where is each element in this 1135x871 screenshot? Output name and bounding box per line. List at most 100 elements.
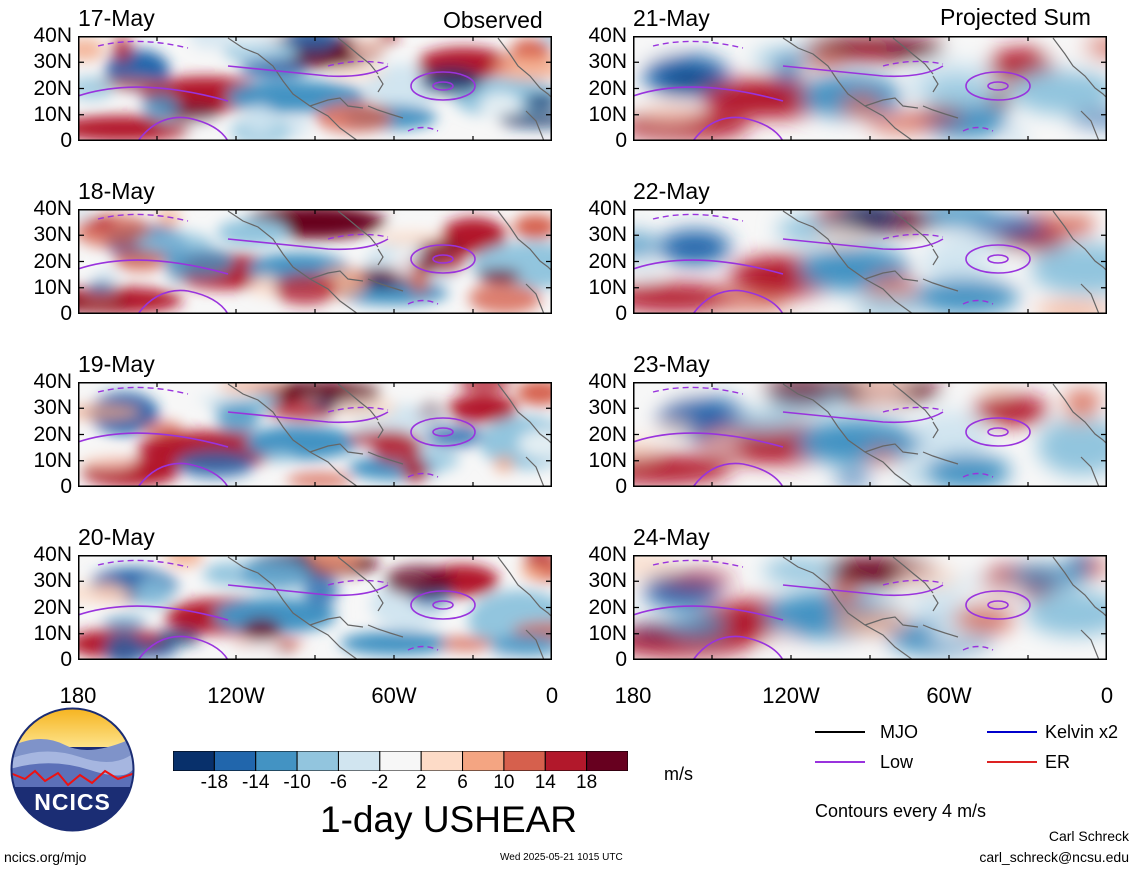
colorbar-units: m/s [664,764,693,784]
lat-label-10n: 10N [33,275,72,299]
lat-label-0: 0 [60,648,72,671]
lat-label-40n: 40N [33,197,72,220]
projected-header: Projected Sum [940,4,1091,30]
colorbar-swatch [586,751,628,771]
lat-label-30n: 30N [33,396,72,420]
colorbar-tick-label: 14 [534,772,556,793]
lat-label-20n: 20N [588,76,627,100]
ncics-logo: NCICS [10,707,135,832]
colorbar-tick-label: 6 [457,772,468,793]
site-link[interactable]: ncics.org/mjo [4,849,87,865]
colorbar-tick-label: -18 [200,772,229,793]
lat-label-10n: 10N [588,275,627,299]
observed-date-2: 18-May [78,178,155,204]
colorbar-swatch [213,751,257,771]
contour-note: Contours every 4 m/s [815,801,987,821]
colorbar-tick-label: 18 [576,772,598,793]
lat-label-30n: 30N [588,223,627,247]
colorbar-swatch [462,751,505,771]
lat-label-10n: 10N [588,448,627,472]
lat-label-30n: 30N [33,223,72,247]
lat-label-0: 0 [615,129,627,152]
projected-map-panel-1 [633,36,1107,141]
projected-map-panel-4 [633,555,1107,660]
lat-label-30n: 30N [33,569,72,593]
lat-label-0: 0 [615,475,627,498]
timestamp: Wed 2025-05-21 1015 UTC [500,852,623,863]
colorbar-tick-label: -10 [283,772,311,793]
lon-label-60w-left: 60W [371,683,417,708]
lon-label-180-right: 180 [614,683,652,708]
lat-label-10n: 10N [33,448,72,472]
observed-date-3: 19-May [78,351,155,377]
lat-label-30n: 30N [588,396,627,420]
lat-label-40n: 40N [588,543,627,566]
legend-line-kelvin [987,731,1037,733]
lat-label-20n: 20N [33,76,72,100]
observed-date-1: 17-May [78,5,155,31]
lat-label-40n: 40N [588,24,627,47]
colorbar-swatch [379,751,422,771]
colorbar-swatch [296,751,339,771]
colorbar-tick-label: -2 [371,772,389,793]
ncics-logo-text: NCICS [34,789,111,815]
colorbar-swatch [173,751,215,771]
lat-label-20n: 20N [588,422,627,446]
colorbar-tick-label: -14 [241,772,270,793]
projected-date-4: 24-May [633,524,710,550]
observed-map-panel-2 [78,209,552,314]
projected-map-panel-3 [633,382,1107,487]
lon-label-0-right: 0 [1100,683,1114,708]
lat-label-0: 0 [60,302,72,325]
observed-map-panel-3 [78,382,552,487]
projected-map-panel-2 [633,209,1107,314]
legend-label-mjo: MJO [880,722,918,742]
colorbar-swatch [420,751,464,771]
projected-date-2: 22-May [633,178,710,204]
lat-label-20n: 20N [33,249,72,273]
lon-label-120w-left: 120W [207,683,265,708]
author-email[interactable]: carl_schreck@ncsu.edu [979,849,1129,865]
observed-map-panel-1 [78,36,552,141]
lat-label-30n: 30N [588,50,627,74]
lat-label-20n: 20N [33,595,72,619]
projected-date-3: 23-May [633,351,710,377]
legend-line-low [815,761,865,763]
lat-label-0: 0 [60,129,72,152]
colorbar-swatch [337,751,381,771]
observed-date-4: 20-May [78,524,155,550]
lat-label-10n: 10N [588,102,627,126]
lon-label-120w-right: 120W [762,683,820,708]
lat-label-30n: 30N [33,50,72,74]
legend: MJO Kelvin x2 Low ER [815,718,1135,778]
legend-line-mjo [815,731,865,733]
lat-label-20n: 20N [33,422,72,446]
lon-label-60w-right: 60W [926,683,972,708]
lat-label-40n: 40N [33,24,72,47]
legend-label-kelvin: Kelvin x2 [1045,722,1119,742]
legend-line-er [987,761,1037,763]
colorbar-tick-label: 10 [493,772,515,793]
colorbar-swatch [503,751,546,771]
colorbar-swatch [544,751,588,771]
lat-label-20n: 20N [588,249,627,273]
observed-map-panel-4 [78,555,552,660]
lon-label-180-left: 180 [59,683,97,708]
lat-label-0: 0 [615,302,627,325]
colorbar [173,751,628,771]
observed-header: Observed [443,7,543,33]
legend-label-er: ER [1045,752,1071,772]
lat-label-0: 0 [60,475,72,498]
colorbar-swatch [255,751,298,771]
lat-label-10n: 10N [33,621,72,645]
legend-label-low: Low [880,752,914,772]
lat-label-40n: 40N [33,370,72,393]
author: Carl Schreck [1048,828,1129,844]
lat-label-10n: 10N [588,621,627,645]
lat-label-40n: 40N [588,197,627,220]
projected-date-1: 21-May [633,5,710,31]
lat-label-0: 0 [615,648,627,671]
colorbar-tick-label: -6 [330,772,347,793]
lon-label-0-left: 0 [545,683,559,708]
lat-label-40n: 40N [33,543,72,566]
